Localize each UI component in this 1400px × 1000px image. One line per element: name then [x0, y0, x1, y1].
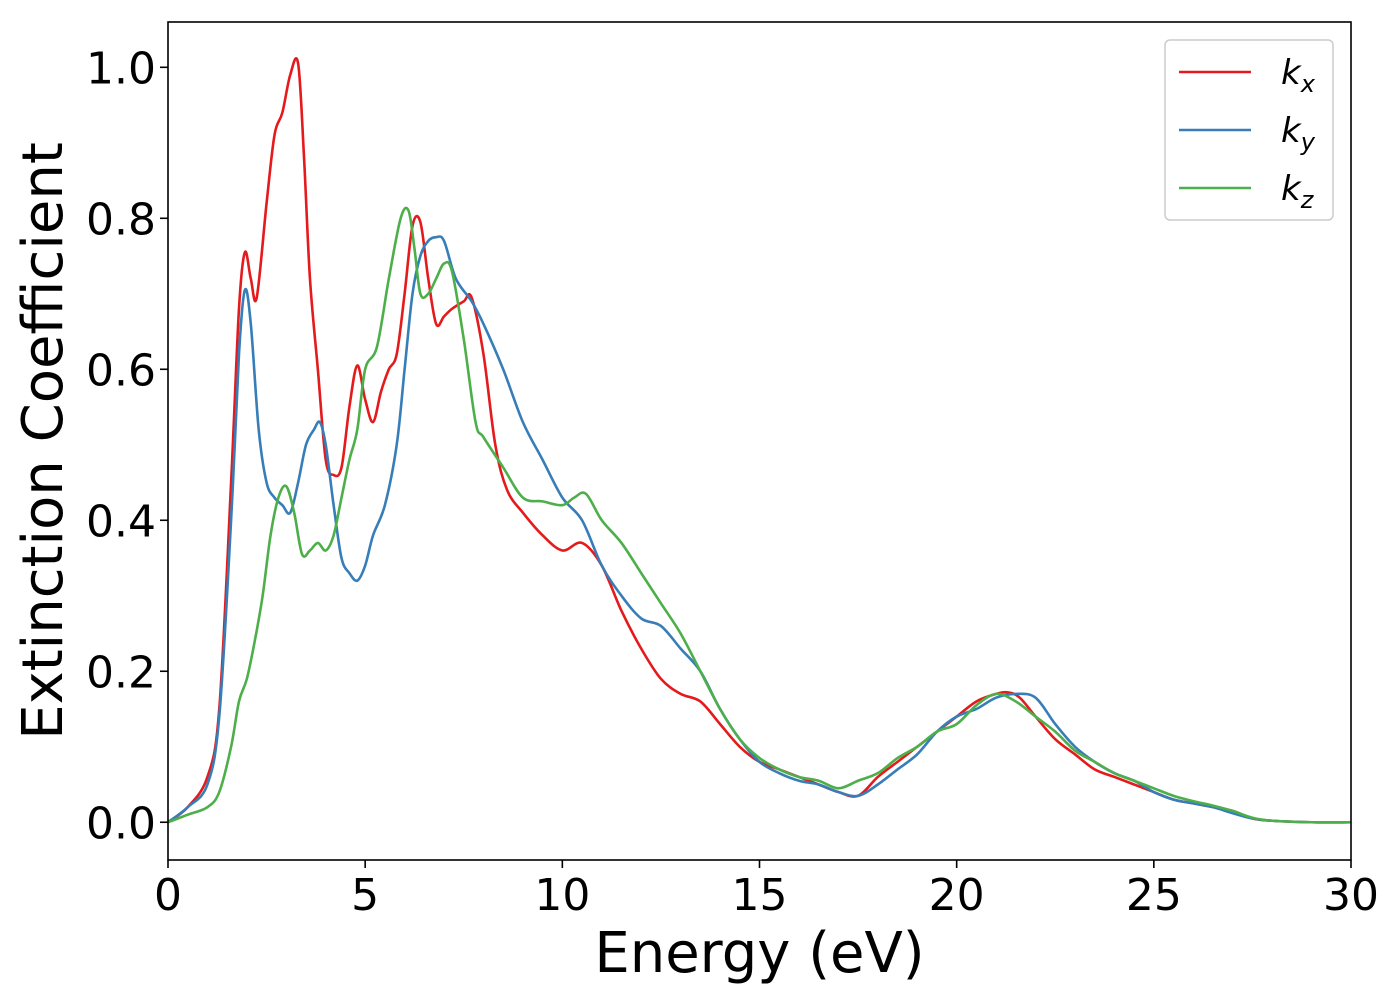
x-tick-label: 10 [534, 870, 590, 921]
x-tick-label: 30 [1323, 870, 1379, 921]
plot-layer [168, 57, 1351, 824]
legend-label-z: kz [1281, 169, 1315, 214]
x-tick-label: 15 [732, 870, 788, 921]
y-axis-title: Extinction Coefficient [11, 142, 76, 740]
series-lines [168, 57, 1351, 824]
y-tick-label: 0.8 [86, 194, 156, 245]
legend: kx ky kz [1164, 39, 1334, 221]
series-line-y [168, 235, 1351, 824]
series-line-z [168, 206, 1351, 824]
axes-layer: 0 5 10 15 20 25 30 0.0 0.2 0.4 0.6 0.8 1.0 [86, 21, 1379, 921]
y-tick-label: 0.2 [86, 647, 156, 698]
y-tick-label: 0.6 [86, 345, 156, 396]
y-tick-label: 1.0 [86, 43, 156, 94]
legend-label-x: kx [1281, 53, 1316, 98]
x-tick-label: 5 [351, 870, 379, 921]
x-tick-label: 0 [154, 870, 182, 921]
x-axis-title: Energy (eV) [594, 921, 924, 986]
y-tick-label: 0.4 [86, 496, 156, 547]
legend-label-y: ky [1281, 111, 1316, 156]
x-tick-label: 25 [1126, 870, 1182, 921]
y-tick-label: 0.0 [86, 798, 156, 849]
x-tick-label: 20 [929, 870, 985, 921]
